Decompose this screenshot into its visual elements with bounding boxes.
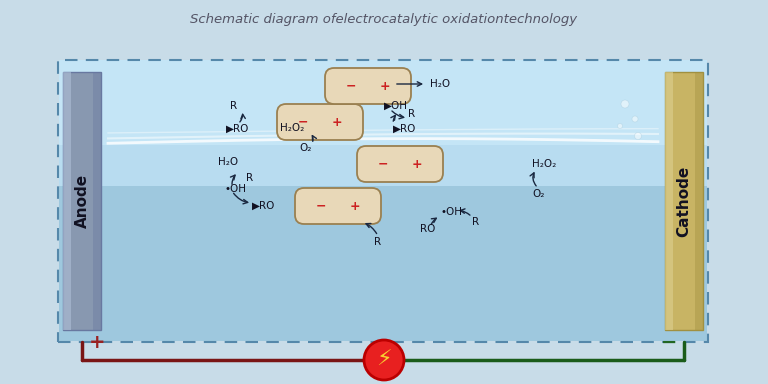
FancyBboxPatch shape: [295, 188, 381, 224]
Text: H₂O: H₂O: [430, 79, 450, 89]
Text: R: R: [247, 173, 253, 183]
Text: •OH: •OH: [224, 184, 246, 194]
Bar: [63, 72, 71, 330]
Text: ⚡: ⚡: [376, 350, 392, 370]
Text: R: R: [375, 237, 382, 247]
Text: Cathode: Cathode: [677, 166, 691, 237]
Text: ▶RO: ▶RO: [252, 201, 276, 211]
Bar: [59, 60, 707, 186]
Text: −: −: [316, 200, 326, 212]
Bar: [665, 72, 673, 330]
Bar: [695, 72, 703, 330]
Ellipse shape: [634, 132, 641, 139]
Text: •OH: •OH: [440, 207, 462, 217]
Text: H₂O₂: H₂O₂: [532, 159, 556, 169]
Text: H₂O: H₂O: [218, 157, 238, 167]
Ellipse shape: [364, 340, 404, 380]
Text: +: +: [379, 79, 390, 93]
Ellipse shape: [617, 124, 623, 129]
Text: −: −: [346, 79, 356, 93]
Text: +: +: [349, 200, 360, 212]
Text: −: −: [378, 157, 389, 170]
Text: Schematic diagram ofelectrocatalytic oxidationtechnology: Schematic diagram ofelectrocatalytic oxi…: [190, 13, 578, 26]
Text: −: −: [298, 116, 308, 129]
Text: −: −: [660, 333, 677, 351]
Text: ▶RO: ▶RO: [226, 124, 250, 134]
Ellipse shape: [632, 116, 638, 122]
Text: R: R: [409, 109, 415, 119]
Text: O₂: O₂: [300, 143, 312, 153]
Text: RO: RO: [420, 224, 435, 234]
Text: +: +: [89, 333, 105, 351]
Text: ▶RO: ▶RO: [393, 124, 416, 134]
Bar: [94, 72, 101, 330]
Text: R: R: [230, 101, 237, 111]
FancyBboxPatch shape: [63, 72, 101, 330]
Text: O₂: O₂: [532, 189, 545, 199]
Bar: [59, 60, 707, 145]
Ellipse shape: [621, 100, 629, 108]
Bar: [59, 186, 707, 341]
FancyBboxPatch shape: [665, 72, 703, 330]
Text: R: R: [472, 217, 479, 227]
FancyBboxPatch shape: [325, 68, 411, 104]
FancyBboxPatch shape: [357, 146, 443, 182]
Text: +: +: [332, 116, 343, 129]
Text: H₂O₂: H₂O₂: [280, 123, 304, 133]
Text: ▶OH: ▶OH: [384, 101, 408, 111]
Text: +: +: [412, 157, 422, 170]
FancyBboxPatch shape: [277, 104, 363, 140]
Text: Anode: Anode: [74, 174, 90, 228]
